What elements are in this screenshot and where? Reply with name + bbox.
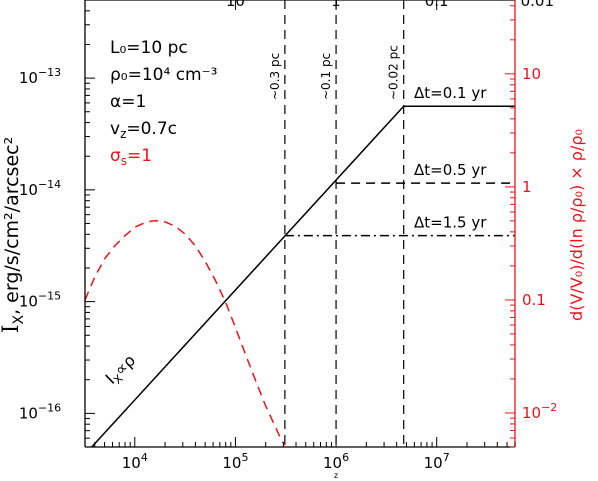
line-label-ix-rho: IX∝ρ [102, 351, 142, 390]
top-tick-label-0: 10 [226, 0, 245, 10]
annotations: z IX, erg/s/cm²/arcsec² d(V/V₀)/d(ln ρ/ρ₀)… [0, 38, 586, 480]
x-axis-label: z [334, 471, 338, 480]
vline-label-1: ~0.1 pc [319, 53, 333, 100]
legend-line-0: L₀=10 pc [110, 38, 188, 58]
top-tick-label-1: 1 [331, 0, 341, 10]
top-tick-label-3: 0.01 [521, 0, 554, 10]
legend-line-3: vz=0.7c [110, 119, 177, 141]
vline-label-0: ~0.3 pc [268, 53, 282, 100]
right-tick-label-3: 10 [522, 65, 541, 83]
x-tick-label-1: 105 [222, 451, 248, 472]
series-ix [90, 105, 405, 447]
plot-lines [85, 0, 515, 447]
dt-label-2: Δt=1.5 yr [414, 214, 487, 232]
y-axis-label-left: IX, erg/s/cm²/arcsec² [0, 137, 27, 333]
y-axis-label-right: d(V/V₀)/d(ln ρ/ρ₀) × ρ/ρ₀ [567, 129, 586, 321]
right-tick-label-1: 0.1 [522, 291, 546, 309]
y-tick-label-1: 10−15 [19, 290, 61, 311]
right-tick-label-2: 1 [522, 178, 532, 196]
legend-line-1: ρ₀=10⁴ cm⁻³ [110, 65, 217, 85]
series-pdf [85, 220, 286, 446]
dt-label-1: Δt=0.5 yr [414, 161, 487, 179]
legend-line-2: α=1 [110, 92, 146, 112]
x-tick-label-0: 104 [122, 451, 148, 472]
y-tick-label-2: 10−14 [19, 178, 61, 199]
legend-line-4: σs=1 [110, 146, 152, 168]
y-tick-label-3: 10−13 [19, 66, 61, 87]
dt-label-0: Δt=0.1 yr [414, 84, 487, 102]
x-tick-label-2: 106 [323, 451, 349, 472]
top-tick-label-2: 0.1 [425, 0, 449, 10]
vline-label-2: ~0.02 pc [387, 45, 401, 100]
x-tick-label-3: 107 [424, 451, 450, 472]
axes: 104 105 106 107 10 1 0.1 0.01 10−16 10−15 10−14 10−… [19, 0, 557, 472]
y-tick-label-0: 10−16 [19, 401, 61, 422]
right-tick-label-0: 10−2 [522, 401, 557, 422]
